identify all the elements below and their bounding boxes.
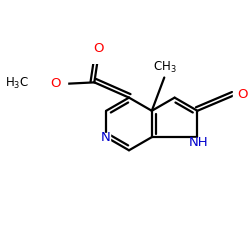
Text: O: O: [50, 76, 60, 90]
Bar: [190, 138, 206, 147]
Text: O: O: [93, 42, 104, 55]
Text: H$_3$C: H$_3$C: [5, 76, 29, 90]
Text: NH: NH: [188, 136, 208, 149]
Bar: [94, 46, 103, 55]
Bar: [101, 133, 110, 143]
Bar: [58, 80, 66, 87]
Text: O: O: [238, 88, 248, 101]
Text: N: N: [100, 131, 110, 144]
Bar: [234, 92, 239, 99]
Text: CH$_3$: CH$_3$: [153, 60, 177, 75]
